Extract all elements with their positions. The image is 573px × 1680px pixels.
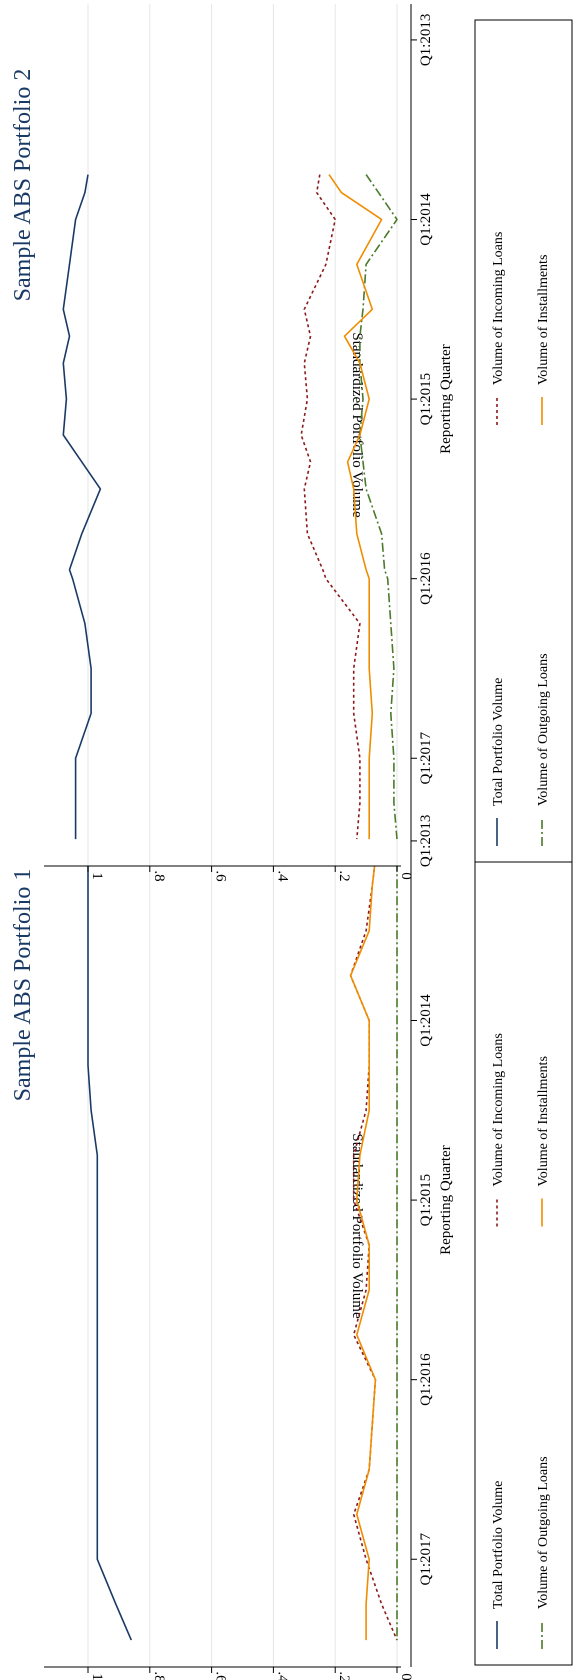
x-tick-label: Q1:2016 [418,1353,434,1406]
x-tick-label: Q1:2015 [418,373,434,426]
y-tick-label: 0 [398,872,414,880]
legend-label-3: Volume of Outgoing Loans [536,1456,551,1609]
legend-box [474,19,573,863]
x-axis-title: Reporting Quarter [438,344,454,454]
series-line-4 [328,174,383,840]
chart-panel-1: 0 .2 .4 .6 .8 1 Q1:2013 Q1:2014 Q1:2015 Q1:2016 Q1… [10,805,573,1680]
legend-label-2: Volume of Incoming Loans [491,232,506,385]
x-tick-label: Q1:2014 [418,193,434,246]
y-tick-label: 0 [398,1673,414,1680]
x-tick-label: Q1:2016 [418,552,434,605]
series-line-2 [349,827,398,1641]
plot-area [42,4,401,866]
legend-label-4: Volume of Installments [536,255,551,385]
y-tick-label: .2 [336,1671,352,1680]
series-line-1 [87,828,133,1641]
chart-title: Sample ABS Portfolio 2 [10,69,36,302]
legend-label-1: Total Portfolio Volume [491,1481,506,1609]
x-tick-label: Q1:2015 [418,1174,434,1227]
series-line-1 [62,174,102,840]
y-tick-label: .6 [213,870,229,882]
y-tick-label: .4 [274,870,290,882]
x-tick-label: Q1:2017 [418,732,434,785]
legend-box [474,819,573,1666]
x-tick-label: Q1:2014 [418,994,434,1047]
x-tick-label: Q1:2013 [418,14,434,67]
legend-label-3: Volume of Outgoing Loans [536,653,551,806]
chart-panel-2: 0 .2 .4 .6 .8 1 Q1:2013 Q1:2014 Q1:2015 Q1:2016 Q1… [10,4,573,882]
series-line-4 [349,858,377,1641]
chart-title: Sample ABS Portfolio 1 [10,869,36,1102]
y-tick-label: .4 [274,1671,290,1680]
x-axis-title: Reporting Quarter [438,1145,454,1255]
y-tick-label: .8 [151,1671,167,1680]
x-tick-label: Q1:2017 [418,1533,434,1586]
y-tick-label: 1 [89,872,105,880]
x-tick-label: Q1:2013 [418,815,434,868]
y-tick-label: 1 [89,1673,105,1680]
y-tick-label: .2 [336,870,352,881]
plot-area [42,805,401,1667]
legend-label-1: Total Portfolio Volume [491,678,506,806]
legend-label-4: Volume of Installments [536,1056,551,1186]
y-tick-label: .6 [213,1671,229,1680]
legend-label-2: Volume of Incoming Loans [491,1033,506,1186]
y-tick-label: .8 [151,870,167,881]
